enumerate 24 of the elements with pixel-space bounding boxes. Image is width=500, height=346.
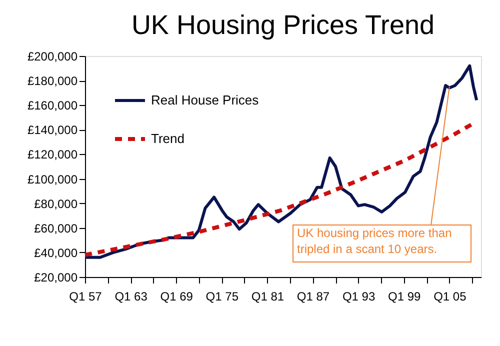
legend-label: Trend <box>151 131 184 146</box>
x-tick-label: Q1 05 <box>434 290 467 304</box>
y-tick-label: £140,000 <box>27 123 78 138</box>
annotation: UK housing prices more than tripled in a scant 10 years. <box>297 226 452 256</box>
y-tick-label: £200,000 <box>27 50 78 64</box>
y-tick-label: £60,000 <box>34 221 78 236</box>
x-tick-label: Q1 57 <box>69 290 102 304</box>
y-tick-label: £80,000 <box>34 196 78 211</box>
y-tick-label: £100,000 <box>27 172 78 186</box>
x-tick-label: Q1 75 <box>206 290 239 304</box>
y-tick-label: £20,000 <box>34 270 78 284</box>
y-tick-label: £180,000 <box>27 74 78 88</box>
y-tick-label: £120,000 <box>27 148 78 162</box>
y-tick-label: £160,000 <box>27 98 78 113</box>
x-tick-label: Q1 87 <box>296 290 330 304</box>
y-tick-label: £40,000 <box>34 246 78 260</box>
chart-title: UK Housing Prices Trend <box>131 10 435 40</box>
x-tick-label: Q1 99 <box>388 290 422 304</box>
x-tick-label: Q1 81 <box>251 290 284 304</box>
x-tick-label: Q1 93 <box>342 290 376 304</box>
line-series <box>84 64 478 259</box>
x-tick-label: Q1 69 <box>160 290 194 304</box>
legend-label: Real House Prices <box>151 92 260 108</box>
x-tick-label: Q1 63 <box>114 290 148 304</box>
